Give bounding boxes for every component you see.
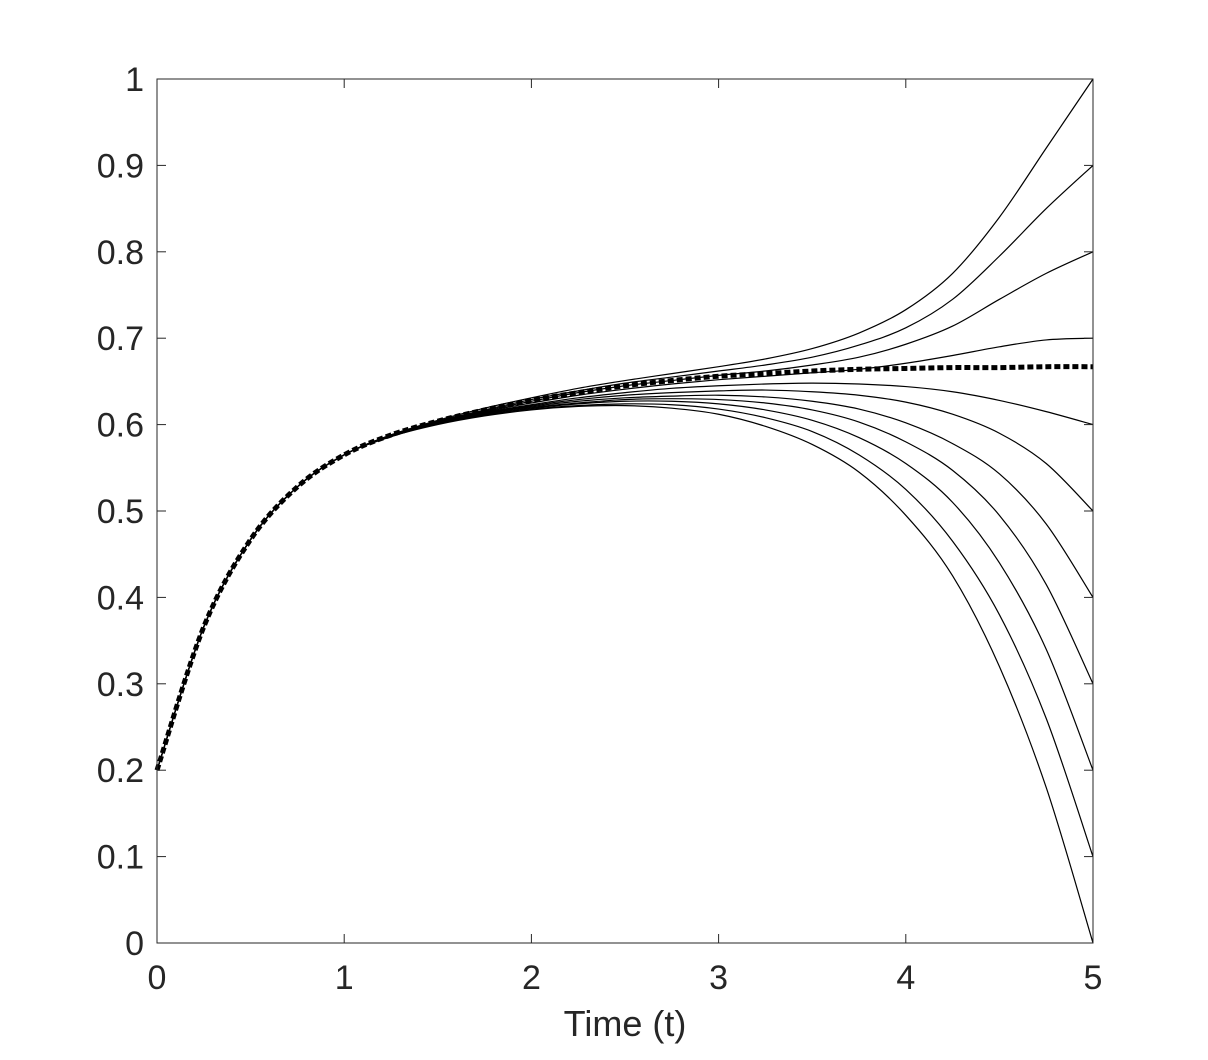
y-axis: 0 0.1 0.2 0.3 0.4 0.5 0.6 0.7 0.8 0.9 1 xyxy=(97,61,1093,963)
y-tick-label: 0.2 xyxy=(97,752,144,790)
x-tick-label: 3 xyxy=(709,959,728,997)
x-tick-label: 5 xyxy=(1084,959,1103,997)
x-tick-label: 1 xyxy=(335,959,354,997)
x-tick-label: 2 xyxy=(522,959,541,997)
y-tick-label: 0.4 xyxy=(97,579,144,617)
y-tick-label: 0.6 xyxy=(97,407,144,445)
y-tick-label: 0 xyxy=(125,925,144,963)
y-tick-label: 0.5 xyxy=(97,493,144,531)
x-axis-label: Time (t) xyxy=(564,1003,687,1044)
y-tick-label: 0.7 xyxy=(97,320,144,358)
x-tick-label: 4 xyxy=(896,959,915,997)
y-tick-label: 0.3 xyxy=(97,666,144,704)
y-tick-label: 0.9 xyxy=(97,147,144,185)
series-group xyxy=(154,78,1094,944)
x-tick-label: 0 xyxy=(148,959,167,997)
series-line-dotted xyxy=(154,364,1094,771)
y-tick-label: 0.8 xyxy=(97,234,144,272)
plot-area xyxy=(157,79,1093,943)
y-tick-label: 0.1 xyxy=(97,839,144,877)
y-tick-label: 1 xyxy=(125,61,144,99)
x-axis: 0 1 2 3 4 5 xyxy=(148,79,1103,997)
